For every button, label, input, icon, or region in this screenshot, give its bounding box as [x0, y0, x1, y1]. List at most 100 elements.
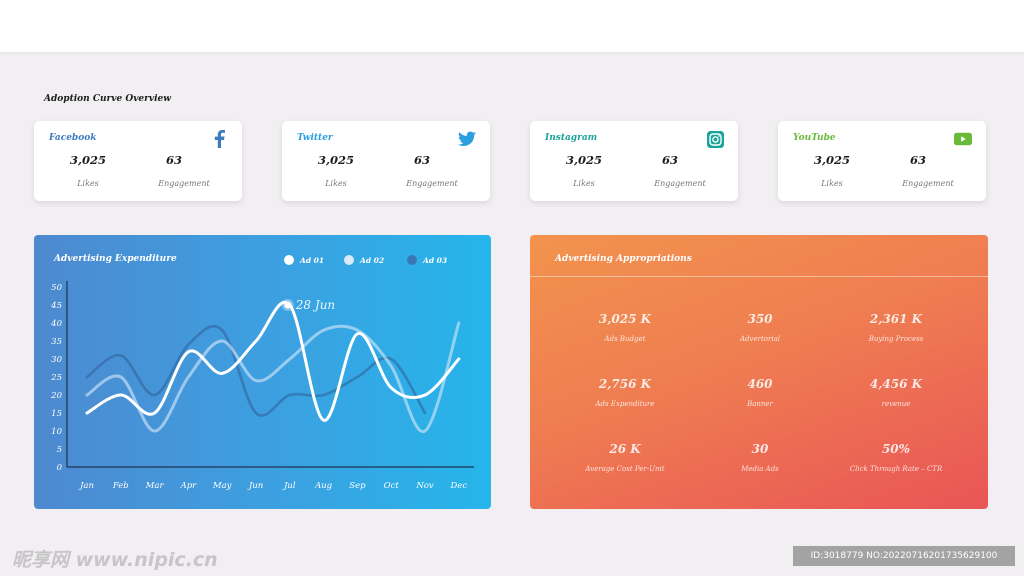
y-tick-label: 50	[51, 283, 62, 293]
metric-value: 2,756 K	[598, 377, 652, 391]
series-line-ad02	[85, 321, 461, 433]
legend-item-ad01[interactable]: Ad 01	[284, 255, 324, 265]
metric-item: 2,361 K Buying Process	[826, 312, 966, 343]
metric-value: 460	[747, 377, 773, 391]
likes-label: Likes	[325, 179, 347, 188]
metric-value: 50%	[881, 442, 911, 456]
watermark-left: 昵享网 www.nipic.cn	[12, 549, 218, 571]
y-tick-label: 20	[50, 391, 62, 401]
instagram-icon[interactable]	[706, 130, 724, 148]
metric-item: 3,025 K Ads Budget	[555, 312, 695, 343]
section-title: Adoption Curve Overview	[44, 94, 172, 104]
metric-item: 350 Advertorial	[690, 312, 830, 343]
x-tick-label: Oct	[384, 481, 400, 491]
likes-label: Likes	[77, 179, 99, 188]
metric-label: Banner	[747, 400, 773, 408]
metric-item: 2,756 K Ads Expenditure	[555, 377, 695, 408]
likes-label: Likes	[821, 179, 843, 188]
watermark-right: ID:3018779 NO:20220716201735629100	[793, 546, 1015, 566]
card-name: YouTube	[793, 133, 836, 143]
annotation-label: 28 Jun	[295, 298, 335, 312]
y-tick-label: 15	[51, 409, 62, 419]
y-tick-label: 35	[51, 337, 62, 347]
metric-label: Advertorial	[739, 335, 780, 343]
y-tick-label: 0	[57, 463, 63, 473]
metric-value: 30	[751, 442, 769, 456]
metric-item: 26 K Average Cost Per-Unit	[555, 442, 695, 473]
x-tick-label: Jul	[282, 481, 296, 491]
engagement-label: Engagement	[654, 179, 706, 188]
advertising-appropriations-panel: Advertising Appropriations 3,025 K Ads Bu…	[530, 235, 988, 509]
metric-item: 30 Media Ads	[690, 442, 830, 473]
metric-value: 2,361 K	[869, 312, 923, 326]
engagement-label: Engagement	[158, 179, 210, 188]
y-tick-label: 30	[51, 355, 62, 365]
legend-dot	[284, 255, 294, 265]
annotation-marker	[284, 301, 292, 309]
top-bar	[0, 0, 1024, 52]
panel-title: Advertising Expenditure	[54, 254, 177, 264]
advertising-expenditure-panel: Advertising Expenditure Ad 01 Ad 02 Ad 0…	[34, 235, 491, 509]
metric-item: 460 Banner	[690, 377, 830, 408]
y-tick-label: 10	[51, 427, 62, 437]
engagement-label: Engagement	[406, 179, 458, 188]
x-tick-label: Sep	[349, 481, 366, 491]
metric-label: Media Ads	[741, 465, 779, 473]
x-tick-label: May	[212, 481, 232, 491]
engagement-value: 63	[661, 153, 678, 167]
legend-label: Ad 01	[300, 255, 325, 265]
engagement-value: 63	[413, 153, 430, 167]
metric-label: Ads Budget	[604, 335, 646, 343]
youtube-icon[interactable]	[954, 130, 972, 148]
legend-item-ad03[interactable]: Ad 03	[407, 255, 447, 265]
x-tick-label: Aug	[314, 481, 333, 491]
likes-value: 3,025	[69, 153, 106, 167]
metric-label: Average Cost Per-Unit	[585, 465, 665, 473]
x-tick-label: Nov	[415, 481, 434, 491]
metric-label: Buying Process	[868, 335, 924, 343]
engagement-value: 63	[909, 153, 926, 167]
twitter-icon[interactable]	[458, 130, 476, 148]
facebook-icon[interactable]	[210, 130, 228, 148]
metric-value: 3,025 K	[598, 312, 652, 326]
card-twitter[interactable]: Twitter 3,025 63 Likes Engagement	[282, 121, 490, 201]
series-line-ad01	[85, 300, 461, 422]
y-tick-label: 25	[50, 373, 62, 383]
likes-value: 3,025	[565, 153, 602, 167]
metric-value: 350	[747, 312, 773, 326]
legend-label: Ad 02	[360, 255, 385, 265]
metric-label: revenue	[881, 400, 911, 408]
legend-dot	[407, 255, 417, 265]
metric-value: 26 K	[609, 442, 641, 456]
x-tick-label: Dec	[449, 481, 467, 491]
card-youtube[interactable]: YouTube 3,025 63 Likes Engagement	[778, 121, 986, 201]
x-tick-label: Jun	[247, 481, 263, 491]
legend-label: Ad 03	[423, 255, 448, 265]
y-tick-label: 45	[50, 301, 62, 311]
engagement-label: Engagement	[902, 179, 954, 188]
metric-value: 4,456 K	[869, 377, 923, 391]
card-facebook[interactable]: Facebook 3,025 63 Likes Engagement	[34, 121, 242, 201]
x-tick-label: Apr	[180, 481, 198, 491]
legend-item-ad02[interactable]: Ad 02	[344, 255, 384, 265]
legend-dot	[344, 255, 354, 265]
card-name: Twitter	[297, 133, 333, 143]
engagement-value: 63	[165, 153, 182, 167]
likes-value: 3,025	[317, 153, 354, 167]
panel-divider	[530, 276, 988, 277]
metric-label: Ads Expenditure	[595, 400, 655, 408]
card-name: Instagram	[545, 133, 598, 143]
y-tick-label: 40	[50, 319, 62, 329]
metric-item: 50% Click Through Rate – CTR	[826, 442, 966, 473]
card-instagram[interactable]: Instagram 3,025 63 Likes Engagement	[530, 121, 738, 201]
likes-label: Likes	[573, 179, 595, 188]
series-line-ad03	[85, 324, 427, 417]
x-tick-label: Jan	[78, 481, 94, 491]
x-tick-label: Feb	[112, 481, 129, 491]
likes-value: 3,025	[813, 153, 850, 167]
line-chart: 0 5 10 15 20 25 30 35 40 45 50 Jan Feb Mar Apr May Jun Ju…	[50, 281, 474, 491]
metric-label: Click Through Rate – CTR	[849, 465, 943, 473]
card-name: Facebook	[49, 133, 97, 143]
x-tick-label: Mar	[145, 481, 165, 491]
panel-title: Advertising Appropriations	[555, 254, 692, 264]
